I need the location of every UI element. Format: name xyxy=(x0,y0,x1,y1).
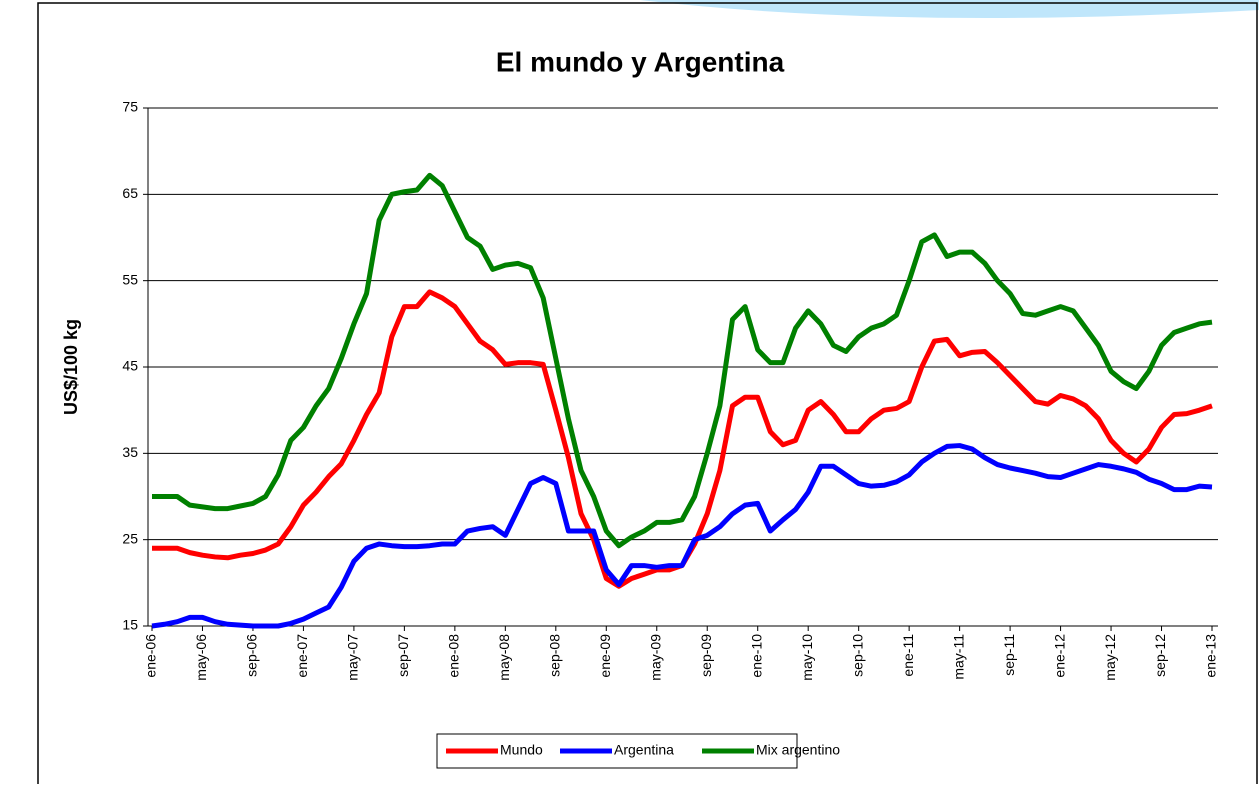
legend-label: Argentina xyxy=(614,742,674,758)
x-tick-label: ene-07 xyxy=(294,634,310,678)
y-axis-label: US$/100 kg xyxy=(61,319,81,415)
decoration xyxy=(640,0,1259,18)
x-tick-label: may-08 xyxy=(496,634,512,681)
x-tick-label: may-12 xyxy=(1102,634,1118,681)
y-tick-label: 75 xyxy=(122,99,138,115)
y-tick-label: 35 xyxy=(122,444,138,460)
x-tick-label: may-10 xyxy=(799,634,815,681)
x-tick-label: sep-12 xyxy=(1152,634,1168,677)
x-tick-label: ene-11 xyxy=(900,634,916,677)
x-tick-label: sep-10 xyxy=(849,634,865,677)
line xyxy=(152,172,1213,549)
line xyxy=(151,443,1213,629)
x-tick-label: ene-09 xyxy=(597,634,613,678)
x-tick-label: ene-13 xyxy=(1203,634,1219,678)
x-tick-label: sep-08 xyxy=(547,634,563,677)
y-tick-label: 15 xyxy=(122,617,138,633)
x-tick-label: ene-12 xyxy=(1051,634,1067,678)
x-tick-label: sep-09 xyxy=(698,634,714,677)
x-tick-label: sep-07 xyxy=(395,634,411,677)
y-tick-label: 25 xyxy=(122,530,138,546)
x-tick-label: sep-11 xyxy=(1001,634,1017,676)
frame xyxy=(37,2,1258,789)
y-tick-label: 55 xyxy=(122,271,138,287)
x-tick-label: may-07 xyxy=(345,634,361,681)
x-tick-label: may-11 xyxy=(950,634,966,680)
x-tick-label: ene-08 xyxy=(446,634,462,678)
x-tick-label: sep-06 xyxy=(244,634,260,677)
x-tick-label: may-09 xyxy=(647,634,663,681)
x-tick-label: may-06 xyxy=(193,634,209,681)
legend-label: Mix argentino xyxy=(756,742,840,758)
x-tick-label: ene-06 xyxy=(143,634,159,678)
legend-label: Mundo xyxy=(500,742,543,758)
line xyxy=(152,289,1213,589)
chart-title: El mundo y Argentina xyxy=(496,46,785,77)
x-tick-label: ene-10 xyxy=(748,634,764,678)
y-tick-label: 45 xyxy=(122,358,138,374)
y-tick-label: 65 xyxy=(122,185,138,201)
